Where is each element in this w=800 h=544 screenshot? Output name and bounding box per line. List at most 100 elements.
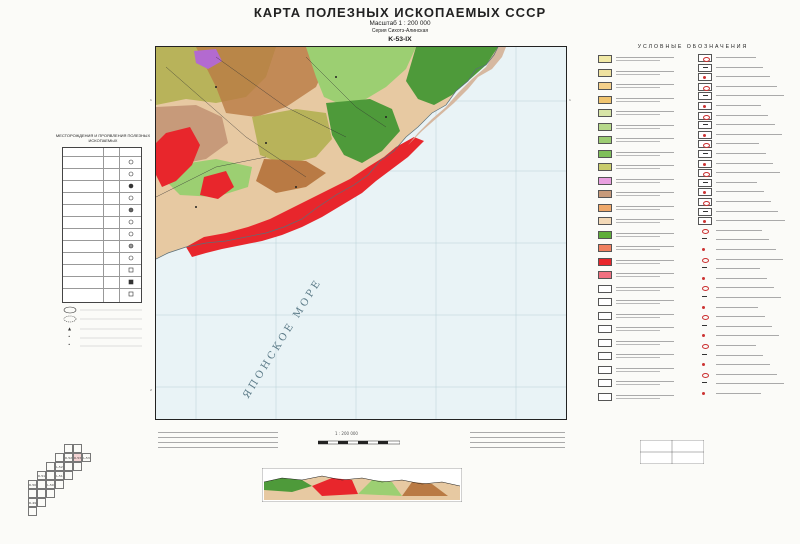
legend-symbol: [698, 361, 712, 369]
legend-swatch-row: [598, 95, 678, 105]
index-sheet[interactable]: [73, 444, 82, 453]
legend-symbol-row: [698, 217, 793, 226]
index-sheet[interactable]: [55, 453, 64, 462]
legend-symbol: [698, 169, 712, 178]
sheet-index-grid[interactable]: К-52 К-53 L-53 L-52 К-51 L-51 К-50 L-50 …: [28, 438, 104, 530]
legend-symbol: [698, 121, 712, 130]
legend-title: УСЛОВНЫЕ ОБОЗНАЧЕНИЯ: [637, 44, 749, 50]
legend-swatch: [598, 244, 612, 252]
index-sheet[interactable]: [73, 462, 82, 471]
legend-swatch: [598, 163, 612, 171]
svg-text:•: •: [68, 342, 70, 347]
index-sheet[interactable]: К-51: [37, 471, 46, 480]
legend-swatch-row: [598, 351, 678, 361]
legend-symbol-row: [698, 380, 793, 388]
index-sheet[interactable]: [64, 462, 73, 471]
legend-symbol-row: [698, 323, 793, 331]
index-sheet[interactable]: [55, 480, 64, 489]
legend-swatch: [598, 365, 612, 374]
legend-symbol: [698, 323, 712, 331]
index-sheet-current[interactable]: К-53: [73, 453, 82, 462]
legend-swatch: [598, 122, 612, 131]
legend-swatch: [598, 392, 612, 401]
index-sheet[interactable]: [46, 489, 55, 498]
legend-symbol: [698, 102, 712, 110]
legend-symbol: [698, 371, 712, 379]
legend-swatch-row: [598, 203, 678, 213]
index-sheet[interactable]: К-52: [64, 453, 73, 462]
geological-map[interactable]: ЯПОНСКОЕ МОРЕ: [155, 46, 567, 420]
legend-symbol-row: [698, 313, 793, 321]
index-sheet[interactable]: [37, 480, 46, 489]
map-canvas: ЯПОНСКОЕ МОРЕ: [156, 47, 566, 419]
index-sheet[interactable]: [28, 507, 37, 516]
index-sheet[interactable]: L-52: [55, 462, 64, 471]
index-sheet[interactable]: [46, 462, 55, 471]
frame-tick: 2: [150, 388, 152, 392]
index-sheet[interactable]: [28, 489, 37, 498]
index-sheet[interactable]: L-50: [46, 480, 55, 489]
index-sheet[interactable]: К-50: [28, 480, 37, 489]
index-sheet[interactable]: [37, 498, 46, 507]
legend-swatch: [598, 68, 612, 77]
bottom-note-right: [470, 430, 565, 452]
legend-swatch-row: [598, 162, 678, 172]
index-sheet[interactable]: [64, 444, 73, 453]
right-box: [640, 440, 704, 464]
legend-swatch-row: [598, 122, 678, 132]
legend-symbol: [698, 188, 712, 197]
sheet-number: K-53-IX: [388, 36, 412, 43]
index-sheet[interactable]: [46, 471, 55, 480]
legend-swatch-row: [598, 54, 678, 64]
map-series: Серия Сихотэ-Алинская: [371, 28, 429, 34]
index-sheet[interactable]: К-49: [28, 498, 37, 507]
cross-section: [262, 468, 462, 502]
legend-swatch-row: [598, 297, 678, 307]
legend-symbol-row: [698, 82, 793, 91]
legend-swatch-row: [598, 149, 678, 159]
bottom-note-left: [158, 430, 278, 452]
legend-symbol: [698, 236, 712, 244]
legend-symbol-row: [698, 352, 793, 360]
deposits-table[interactable]: [62, 147, 142, 303]
legend-symbol: [698, 73, 712, 82]
legend-symbol-row: [698, 332, 793, 340]
legend-symbol-row: [698, 342, 793, 350]
deposits-table-title: МЕСТОРОЖДЕНИЯ И ПРОЯВЛЕНИЯ ПОЛЕЗНЫХ ИСКО…: [55, 133, 151, 143]
legend-symbol: [698, 54, 712, 62]
index-sheet[interactable]: L-53: [82, 453, 91, 462]
legend-symbol: [698, 342, 712, 350]
legend-swatch-row: [598, 257, 678, 267]
legend-symbol-row: [698, 150, 793, 158]
legend-symbol: [698, 198, 712, 206]
legend-symbol: [698, 265, 712, 273]
svg-text:•: •: [68, 334, 70, 339]
left-extra-symbols: ▲ • •: [63, 306, 142, 347]
deposit-symbols: [128, 159, 134, 297]
legend-swatch: [598, 352, 612, 360]
legend-swatch: [598, 55, 612, 63]
legend-swatch-row: [598, 81, 678, 91]
legend-swatch: [598, 176, 612, 185]
map-scale-text: Масштаб 1 : 200 000: [369, 20, 431, 27]
index-sheet[interactable]: L-51: [55, 471, 64, 480]
legend-symbol-row: [698, 178, 793, 187]
legend-swatch-row: [598, 284, 678, 294]
legend-swatch: [598, 271, 612, 279]
legend-symbol: [698, 332, 712, 340]
svg-text:▲: ▲: [68, 326, 72, 331]
index-sheet[interactable]: [64, 471, 73, 480]
legend-symbol-row: [698, 111, 793, 120]
legend-swatch: [598, 217, 612, 225]
legend-symbol: [698, 294, 712, 302]
legend-symbol: [698, 304, 712, 312]
legend-swatch: [598, 95, 612, 104]
legend-symbol-row: [698, 227, 793, 235]
legend-swatch: [598, 190, 612, 198]
legend-symbol: [698, 275, 712, 283]
index-sheet[interactable]: [37, 489, 46, 498]
scale-bar: [318, 440, 400, 445]
legend-symbol: [698, 111, 712, 120]
legend-symbol: [698, 92, 712, 101]
legend-symbol: [698, 207, 712, 216]
